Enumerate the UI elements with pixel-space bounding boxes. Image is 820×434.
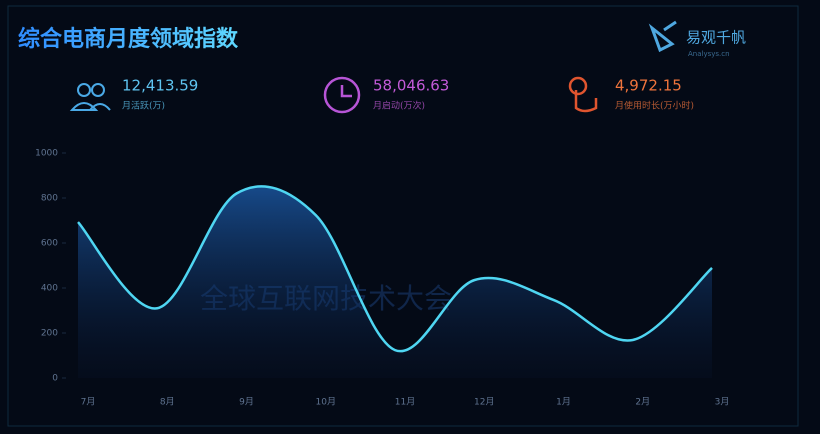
logo-icon xyxy=(648,20,677,53)
y-tick-label: 1000 xyxy=(35,149,58,159)
y-tick-label: 200 xyxy=(41,329,58,339)
line xyxy=(77,185,713,353)
stat-value: 12,413.59 xyxy=(122,77,198,95)
stat-value: 4,972.15 xyxy=(615,77,682,95)
y-tick-label: 600 xyxy=(41,239,58,249)
x-tick-label: 8月 xyxy=(160,397,175,408)
line-area xyxy=(78,186,712,378)
y-tick-label: 800 xyxy=(41,194,58,204)
y-tick-label: 400 xyxy=(41,284,58,294)
y-tick-label: 0 xyxy=(52,374,58,384)
x-tick-label: 3月 xyxy=(715,397,730,408)
x-tick-label: 1月 xyxy=(556,397,571,408)
frame xyxy=(7,5,799,427)
stat-label: 月启动(万次) xyxy=(373,100,425,112)
logo: 易观千帆 xyxy=(686,29,746,47)
x-tick-label: 7月 xyxy=(81,397,96,408)
stat-value: 58,046.63 xyxy=(373,77,449,95)
x-tick-label: 2月 xyxy=(635,397,650,408)
icon-users xyxy=(69,83,111,111)
title: 综合电商月度领域指数 xyxy=(18,26,239,52)
stat-label: 月使用时长(万小时) xyxy=(615,100,694,112)
x-tick-label: 12月 xyxy=(474,397,494,408)
x-tick-label: 9月 xyxy=(239,397,254,408)
icon-hand xyxy=(568,76,598,113)
icon-clock xyxy=(323,76,361,114)
logo-sub: Analysys.cn xyxy=(688,50,730,58)
x-tick-label: 10月 xyxy=(316,397,336,408)
x-tick-label: 11月 xyxy=(395,397,415,408)
stat-label: 月活跃(万) xyxy=(122,100,165,112)
